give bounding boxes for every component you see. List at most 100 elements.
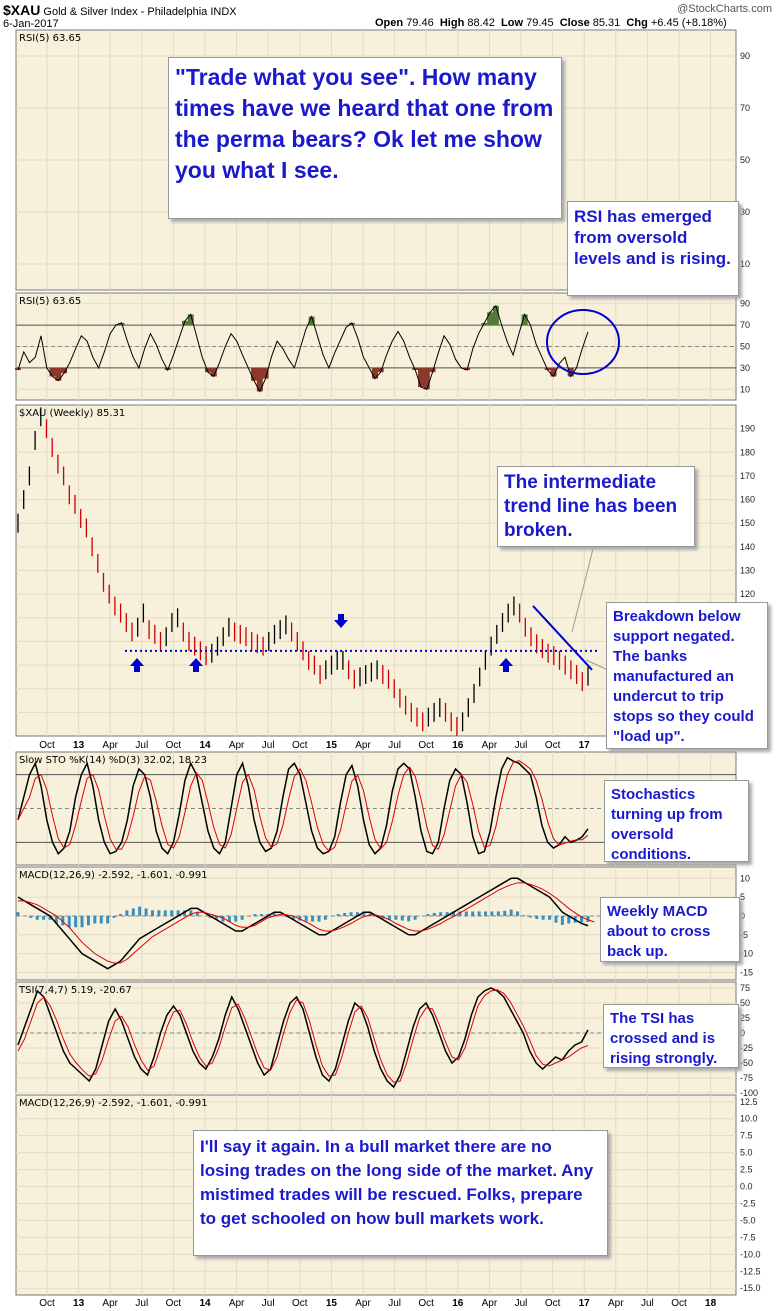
macd-histogram-bar <box>80 915 84 928</box>
macd-histogram-bar <box>452 911 456 916</box>
macd-histogram-bar <box>221 915 225 922</box>
x-tick-label: 14 <box>199 1298 211 1309</box>
y-tick-label: 130 <box>740 566 755 576</box>
macd-histogram-bar <box>554 915 558 923</box>
x-tick-label: 14 <box>199 740 211 751</box>
y-tick-label: -10 <box>740 949 753 959</box>
macd-line <box>17 877 589 970</box>
rsi-overbought-fill <box>481 322 488 326</box>
breakdown-note: Breakdown below support negated. The ban… <box>606 602 768 749</box>
macd-histogram-bar <box>516 911 520 916</box>
symbol: $XAU <box>3 2 41 18</box>
macd-histogram-bar <box>528 915 532 918</box>
macd-histogram-bar <box>42 915 46 920</box>
panel-label: TSI(7,4,7) 5.19, -20.67 <box>18 985 132 996</box>
down-arrow-icon <box>334 614 348 628</box>
y-tick-label: 90 <box>740 299 750 309</box>
y-tick-label: 30 <box>740 363 750 373</box>
macd-histogram-bar <box>586 915 590 922</box>
macd-histogram-bar <box>394 915 398 920</box>
macd-histogram-bar <box>157 910 161 916</box>
macd-signal-line <box>18 882 595 964</box>
macd-histogram-bar <box>413 915 417 920</box>
y-tick-label: 50 <box>740 998 750 1008</box>
y-tick-label: -2.5 <box>740 1198 756 1208</box>
rsi-oversold-fill <box>256 367 263 392</box>
y-tick-label: 50 <box>740 155 750 165</box>
x-tick-label: Apr <box>482 1298 498 1309</box>
macd-histogram-bar <box>93 915 97 924</box>
macd-histogram-bar <box>445 912 449 916</box>
rsi-overbought-fill <box>487 312 494 326</box>
rsi-oversold-fill <box>205 367 211 373</box>
tsi-signal-line <box>17 989 589 1083</box>
x-tick-label: 15 <box>326 1298 338 1309</box>
y-tick-label: 50 <box>740 342 750 352</box>
x-tick-label: Apr <box>102 1298 118 1309</box>
rsi-oversold-fill <box>49 367 56 377</box>
y-tick-label: 75 <box>740 983 750 993</box>
rsi-oversold-fill <box>429 367 436 373</box>
y-tick-label: 25 <box>740 1013 750 1023</box>
macd-histogram-bar <box>496 911 500 916</box>
y-tick-label: 160 <box>740 495 755 505</box>
macd-histogram-bar <box>253 914 257 916</box>
y-tick-label: 12.5 <box>740 1097 758 1107</box>
y-tick-label: 10.0 <box>740 1114 758 1124</box>
macd-histogram-bar <box>432 912 436 916</box>
x-tick-label: 18 <box>705 1298 717 1309</box>
rsi-overbought-fill <box>308 316 315 326</box>
panel-label: Slow STO %K(14) %D(3) 32.02, 18.23 <box>19 755 207 766</box>
x-tick-label: Oct <box>292 1298 308 1309</box>
x-tick-label: Jul <box>262 1298 275 1309</box>
x-tick-label: Apr <box>229 740 245 751</box>
y-tick-label: 120 <box>740 589 755 599</box>
macd-histogram-bar <box>208 915 212 918</box>
y-tick-label: 70 <box>740 103 750 113</box>
y-tick-label: -75 <box>740 1073 753 1083</box>
rsi-overbought-fill <box>181 320 188 326</box>
rsi-line <box>17 304 589 393</box>
ohlc-readout: Open 79.46 High 88.42 Low 79.45 Close 85… <box>375 17 727 29</box>
macd-histogram-bar <box>464 911 468 916</box>
x-tick-label: Oct <box>545 1298 561 1309</box>
y-tick-label: 170 <box>740 471 755 481</box>
x-tick-label: Apr <box>608 1298 624 1309</box>
macd-histogram-bar <box>298 915 302 921</box>
y-tick-label: 2.5 <box>740 1165 753 1175</box>
macd-histogram-bar <box>106 915 110 924</box>
macd-histogram-bar <box>279 914 283 916</box>
rsi-highlight-circle <box>546 309 620 375</box>
y-tick-label: 10 <box>740 259 750 269</box>
y-tick-label: 90 <box>740 51 750 61</box>
macd-histogram-bar <box>304 915 308 922</box>
rsi-oversold-fill <box>262 367 269 379</box>
y-tick-label: 70 <box>740 320 750 330</box>
up-arrow-icon <box>130 658 144 672</box>
rsi-oversold-fill <box>550 367 557 377</box>
x-tick-label: Oct <box>292 740 308 751</box>
macd-histogram-bar <box>477 911 481 916</box>
macd-histogram-bar <box>535 915 539 919</box>
rsi-oversold-fill <box>371 367 378 379</box>
rsi-oversold-fill <box>61 367 68 374</box>
trendline-note: The intermediate trend line has been bro… <box>497 466 695 547</box>
x-tick-label: Oct <box>671 1298 687 1309</box>
chart-header: $XAU Gold & Silver Index - Philadelphia … <box>3 2 780 18</box>
stoch-note: Stochastics turning up from oversold con… <box>604 780 749 863</box>
tsi-note: The TSI has crossed and is rising strong… <box>603 1004 739 1068</box>
bull-note: I'll say it again. In a bull market ther… <box>193 1130 608 1256</box>
macd-histogram-bar <box>86 915 90 926</box>
macd-histogram-bar <box>215 915 219 920</box>
x-tick-label: 13 <box>73 740 85 751</box>
macd-histogram-bar <box>99 915 103 924</box>
macd-histogram-bar <box>503 910 507 916</box>
panel-label: RSI(5) 63.65 <box>19 33 81 44</box>
y-tick-label: 0.0 <box>740 1182 753 1192</box>
rsi-note: RSI has emerged from oversold levels and… <box>567 201 739 296</box>
panel-label: MACD(12,26,9) -2.592, -1.601, -0.991 <box>19 1098 208 1109</box>
macd-histogram-bar <box>16 912 20 916</box>
macd-histogram-bar <box>195 912 199 916</box>
macd-histogram-bar <box>227 915 231 922</box>
macd-histogram-bar <box>560 915 564 926</box>
